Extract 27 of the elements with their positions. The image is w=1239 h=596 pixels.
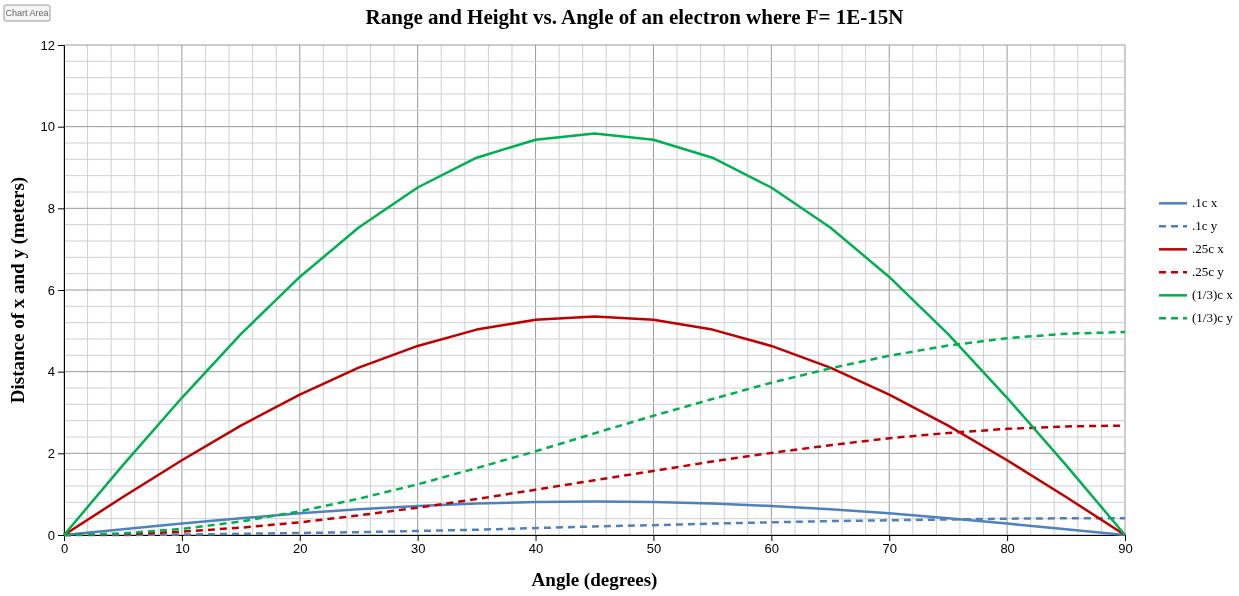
x-tick-label: 60 bbox=[764, 541, 780, 557]
legend-label: .1c x bbox=[1192, 195, 1218, 211]
x-tick-label: 0 bbox=[60, 541, 69, 557]
chart-area-button: Chart Area bbox=[3, 4, 51, 22]
x-tick-label: 90 bbox=[1118, 541, 1133, 557]
x-tick-label: 50 bbox=[646, 541, 662, 557]
y-tick-label: 10 bbox=[40, 119, 55, 135]
x-tick-label: 20 bbox=[293, 541, 308, 557]
y-tick-label: 8 bbox=[47, 200, 55, 216]
chart-title: Range and Height vs. Angle of an electron where F= 1E-15N bbox=[365, 5, 904, 29]
x-tick-label: 10 bbox=[175, 541, 190, 557]
y-tick-label: 4 bbox=[47, 364, 55, 380]
y-tick-label: 0 bbox=[47, 527, 55, 543]
y-tick-label: 12 bbox=[40, 37, 55, 53]
legend-label: .1c y bbox=[1192, 218, 1218, 234]
legend-label: .25c x bbox=[1192, 241, 1225, 257]
legend-label: .25c y bbox=[1192, 264, 1225, 280]
legend-label: (1/3)c x bbox=[1192, 287, 1234, 303]
legend-label: (1/3)c y bbox=[1192, 310, 1234, 326]
x-tick-label: 30 bbox=[410, 541, 426, 557]
x-tick-label: 80 bbox=[1000, 541, 1015, 557]
x-tick-label: 70 bbox=[882, 541, 897, 557]
y-axis-title: Distance of x and y (meters) bbox=[7, 176, 29, 404]
x-axis-title: Angle (degrees) bbox=[531, 569, 658, 591]
y-tick-label: 6 bbox=[47, 282, 55, 298]
x-tick-label: 40 bbox=[528, 541, 544, 557]
y-tick-label: 2 bbox=[47, 445, 55, 461]
